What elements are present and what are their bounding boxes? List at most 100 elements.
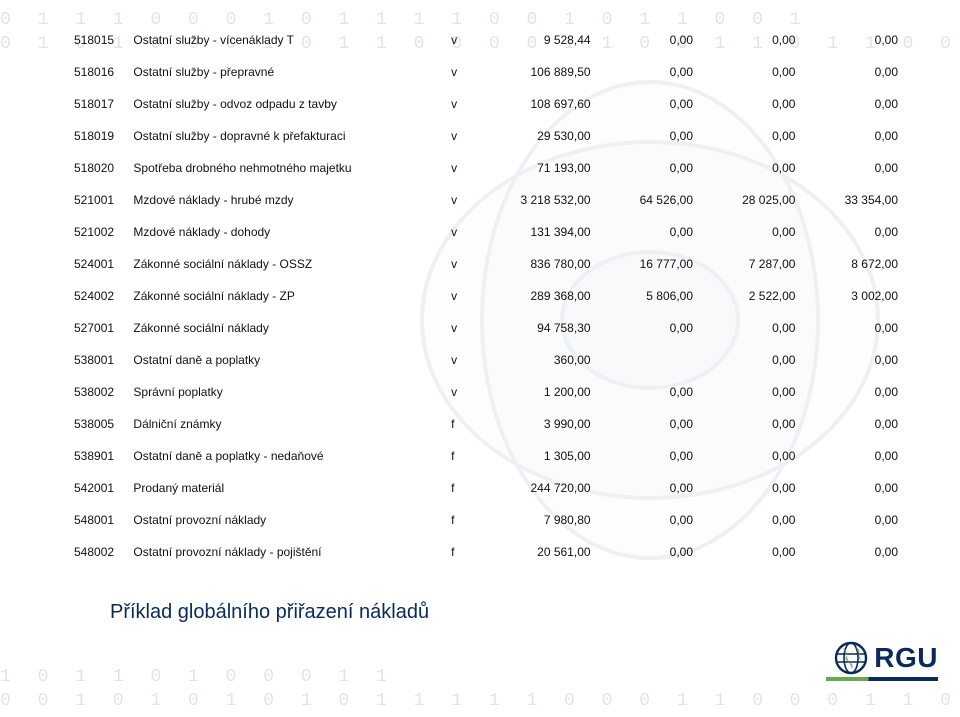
cell-amount-1: 244 720,00 xyxy=(480,476,593,499)
cell-amount-1: 3 990,00 xyxy=(480,412,593,435)
cell-amount-2: 0,00 xyxy=(593,444,695,467)
cell-amount-4: 0,00 xyxy=(797,444,900,467)
cell-amount-4: 0,00 xyxy=(797,316,900,339)
cell-desc: Ostatní daně a poplatky - nedaňové xyxy=(131,444,449,467)
cell-amount-4: 0,00 xyxy=(797,348,900,371)
cell-amount-1: 94 758,30 xyxy=(480,316,593,339)
cell-code: 524001 xyxy=(72,252,131,275)
cell-code: 538005 xyxy=(72,412,131,435)
cell-flag: f xyxy=(449,540,480,563)
cell-amount-1: 106 889,50 xyxy=(480,60,593,83)
cell-flag: v xyxy=(449,156,480,179)
table-row-spacer xyxy=(72,83,900,92)
table-row-spacer xyxy=(72,211,900,220)
cell-amount-4: 0,00 xyxy=(797,380,900,403)
cell-amount-2: 0,00 xyxy=(593,540,695,563)
cell-amount-1: 360,00 xyxy=(480,348,593,371)
cell-code: 548002 xyxy=(72,540,131,563)
cell-amount-3: 0,00 xyxy=(695,156,797,179)
table-row: 527001Zákonné sociální nákladyv94 758,30… xyxy=(72,316,900,339)
cell-amount-4: 0,00 xyxy=(797,412,900,435)
table-row-spacer xyxy=(72,243,900,252)
cell-amount-3: 0,00 xyxy=(695,412,797,435)
cell-desc: Zákonné sociální náklady xyxy=(131,316,449,339)
cell-amount-3: 0,00 xyxy=(695,380,797,403)
table-row: 518020Spotřeba drobného nehmotného majet… xyxy=(72,156,900,179)
cell-amount-2: 64 526,00 xyxy=(593,188,695,211)
cell-flag: v xyxy=(449,220,480,243)
cell-desc: Spotřeba drobného nehmotného majetku xyxy=(131,156,449,179)
logo: RGU xyxy=(834,641,938,675)
table-row-spacer xyxy=(72,403,900,412)
cell-amount-1: 20 561,00 xyxy=(480,540,593,563)
cell-code: 518020 xyxy=(72,156,131,179)
cell-code: 542001 xyxy=(72,476,131,499)
table-row: 518017Ostatní služby - odvoz odpadu z ta… xyxy=(72,92,900,115)
cell-amount-4: 8 672,00 xyxy=(797,252,900,275)
bg-binary-line: 1 0 1 1 0 1 0 0 0 1 1 xyxy=(0,667,960,687)
cell-amount-1: 71 193,00 xyxy=(480,156,593,179)
cell-desc: Zákonné sociální náklady - ZP xyxy=(131,284,449,307)
table-row-spacer xyxy=(72,499,900,508)
cell-amount-4: 0,00 xyxy=(797,508,900,531)
cell-amount-2: 0,00 xyxy=(593,476,695,499)
cell-amount-1: 289 368,00 xyxy=(480,284,593,307)
cell-desc: Ostatní služby - odvoz odpadu z tavby xyxy=(131,92,449,115)
globe-icon xyxy=(834,641,868,675)
cell-desc: Ostatní služby - vícenáklady T xyxy=(131,28,449,51)
table-row: 548001Ostatní provozní nákladyf7 980,800… xyxy=(72,508,900,531)
cell-amount-3: 28 025,00 xyxy=(695,188,797,211)
table-row: 548002Ostatní provozní náklady - pojiště… xyxy=(72,540,900,563)
cell-amount-4: 0,00 xyxy=(797,92,900,115)
table-row-spacer xyxy=(72,531,900,540)
cell-amount-2 xyxy=(593,348,695,371)
cell-flag: v xyxy=(449,188,480,211)
cell-code: 518015 xyxy=(72,28,131,51)
cell-flag: v xyxy=(449,28,480,51)
table-row-spacer xyxy=(72,307,900,316)
cell-code: 518019 xyxy=(72,124,131,147)
cell-amount-2: 0,00 xyxy=(593,220,695,243)
cell-code: 538002 xyxy=(72,380,131,403)
cell-amount-2: 0,00 xyxy=(593,60,695,83)
cost-table: 518015Ostatní služby - vícenáklady Tv9 5… xyxy=(72,28,900,563)
cell-flag: f xyxy=(449,444,480,467)
cell-desc: Ostatní provozní náklady xyxy=(131,508,449,531)
cell-desc: Správní poplatky xyxy=(131,380,449,403)
cell-amount-2: 0,00 xyxy=(593,316,695,339)
table-row-spacer xyxy=(72,339,900,348)
cell-desc: Ostatní služby - přepravné xyxy=(131,60,449,83)
table-row: 524002Zákonné sociální náklady - ZPv289 … xyxy=(72,284,900,307)
cell-amount-3: 0,00 xyxy=(695,60,797,83)
cell-amount-4: 0,00 xyxy=(797,540,900,563)
cell-amount-1: 1 305,00 xyxy=(480,444,593,467)
table-row: 524001Zákonné sociální náklady - OSSZv83… xyxy=(72,252,900,275)
cell-amount-2: 0,00 xyxy=(593,508,695,531)
table-row-spacer xyxy=(72,371,900,380)
cell-desc: Mzdové náklady - dohody xyxy=(131,220,449,243)
table-row-spacer xyxy=(72,467,900,476)
cell-flag: f xyxy=(449,508,480,531)
cell-amount-2: 0,00 xyxy=(593,28,695,51)
cell-amount-3: 0,00 xyxy=(695,476,797,499)
slide-title: Příklad globálního přiřazení nákladů xyxy=(110,601,900,624)
cell-desc: Ostatní daně a poplatky xyxy=(131,348,449,371)
table-row: 518016Ostatní služby - přepravnév106 889… xyxy=(72,60,900,83)
cell-amount-1: 3 218 532,00 xyxy=(480,188,593,211)
cell-amount-1: 9 528,44 xyxy=(480,28,593,51)
cell-amount-3: 0,00 xyxy=(695,220,797,243)
cell-flag: f xyxy=(449,476,480,499)
cell-code: 521001 xyxy=(72,188,131,211)
logo-underline xyxy=(826,677,938,681)
cell-amount-3: 0,00 xyxy=(695,508,797,531)
cell-flag: v xyxy=(449,316,480,339)
cell-amount-2: 0,00 xyxy=(593,412,695,435)
table-row-spacer xyxy=(72,435,900,444)
cost-table-body: 518015Ostatní služby - vícenáklady Tv9 5… xyxy=(72,28,900,563)
cell-amount-2: 0,00 xyxy=(593,124,695,147)
cell-amount-4: 0,00 xyxy=(797,476,900,499)
cell-flag: v xyxy=(449,348,480,371)
table-row-spacer xyxy=(72,115,900,124)
cell-amount-1: 836 780,00 xyxy=(480,252,593,275)
table-row-spacer xyxy=(72,51,900,60)
